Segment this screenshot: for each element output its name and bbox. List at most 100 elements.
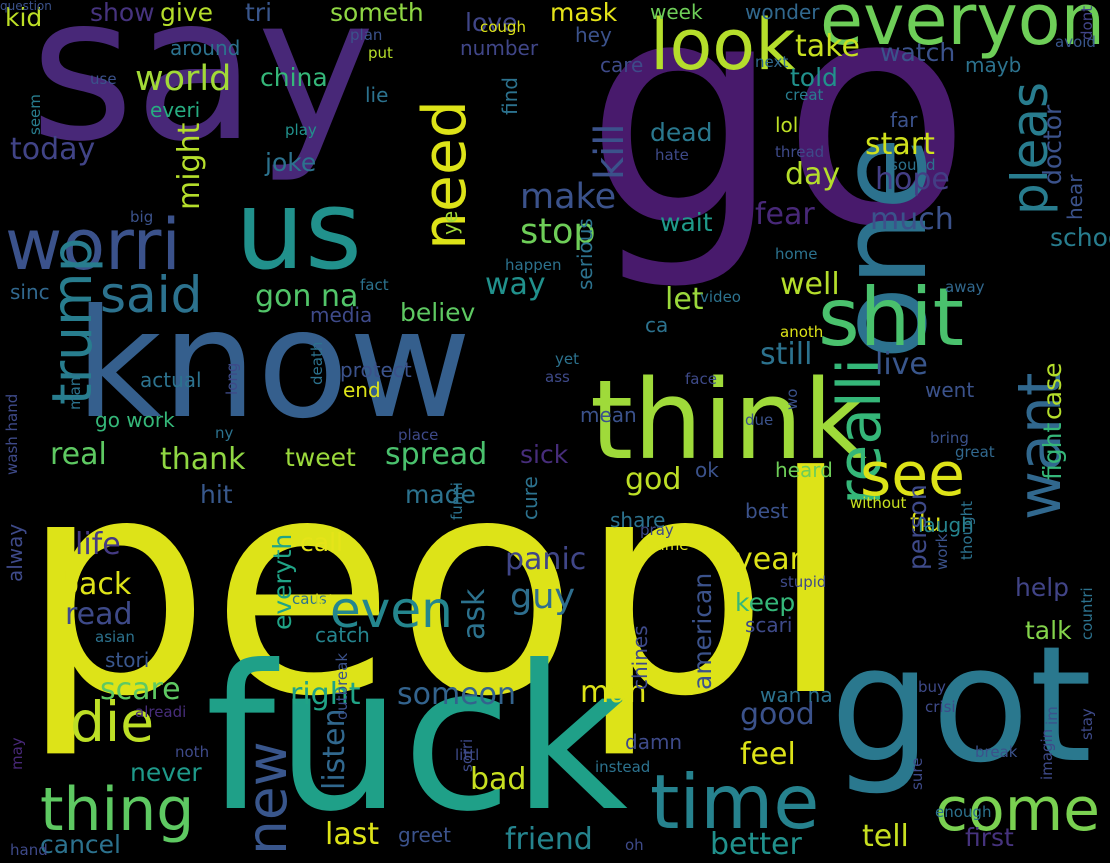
word-week: week: [650, 0, 703, 24]
word-joke: joke: [265, 148, 317, 177]
word-dead: dead: [650, 118, 713, 147]
word-make: make: [520, 177, 617, 217]
word-away: away: [945, 278, 985, 296]
word-hope: hope: [875, 162, 950, 197]
word-talk: talk: [1025, 616, 1072, 645]
word-thing: thing: [40, 775, 195, 845]
word-right: right: [290, 677, 361, 712]
word-long: long: [223, 362, 241, 395]
word-god: god: [625, 462, 682, 497]
word-avoid: avoid: [1055, 33, 1096, 51]
word-funni: funni: [448, 482, 466, 520]
word-peopl: peopl: [20, 413, 853, 762]
word-got: got: [830, 611, 1093, 798]
word-doctor: doctor: [1038, 104, 1067, 185]
word-fuck: fuck: [205, 623, 628, 856]
word-bad: bad: [470, 762, 527, 797]
word-went: went: [925, 378, 975, 402]
word-heard: heard: [775, 458, 833, 482]
word-much: much: [870, 202, 954, 237]
word-friend: friend: [505, 822, 593, 857]
word-imagin: imagin: [1038, 728, 1056, 780]
word-keep: keep: [735, 588, 796, 617]
word-mayb: mayb: [965, 53, 1022, 77]
word-work: work: [933, 533, 951, 570]
word-countri: countri: [1078, 587, 1096, 640]
word-great: great: [955, 443, 995, 461]
word-listen: listen: [317, 708, 352, 790]
word-live: live: [875, 347, 928, 382]
word-die: die: [70, 690, 155, 754]
word-said: said: [100, 266, 203, 324]
word-serious: serious: [573, 218, 597, 290]
word-love: love: [465, 8, 518, 37]
word-start: start: [865, 127, 935, 162]
word-ok: ok: [695, 458, 719, 482]
word-take: take: [795, 29, 860, 64]
word-hey: hey: [575, 23, 612, 47]
word-give: give: [160, 0, 213, 27]
word-tri: tri: [245, 0, 273, 27]
word-may: may: [8, 737, 26, 770]
word-actual: actual: [140, 368, 202, 392]
word-protect: protect: [340, 358, 412, 382]
word-greet: greet: [398, 823, 451, 847]
word-seem: seem: [26, 94, 44, 135]
word-real: real: [50, 437, 107, 472]
word-might: might: [172, 122, 207, 210]
word-school: school: [1050, 223, 1110, 252]
word-put: put: [368, 44, 393, 62]
word-year: year: [735, 542, 802, 577]
word-ask: ask: [457, 588, 492, 640]
word-good: good: [740, 697, 815, 732]
word-well: well: [780, 267, 840, 302]
word-scari: scari: [745, 613, 793, 637]
word-man: man: [580, 675, 647, 710]
word-back: back: [60, 567, 132, 602]
word-stupid: stupid: [780, 573, 827, 591]
word-kid: kid: [5, 3, 43, 32]
word-sound: sound: [890, 156, 936, 174]
word-ye: ye: [438, 210, 462, 235]
word-next: next: [755, 53, 789, 71]
word-alway: alway: [3, 523, 27, 582]
word-enough: enough: [935, 803, 992, 821]
word-alreadi: alreadi: [135, 703, 187, 721]
word-wo: wo: [783, 388, 801, 410]
word-wonder: wonder: [745, 0, 820, 24]
word-sorri: sorri: [458, 738, 476, 772]
word-mani: mani: [66, 372, 84, 410]
word-wan-na: wan na: [760, 683, 833, 707]
word-big: big: [130, 208, 154, 226]
word-death: death: [308, 341, 326, 385]
word-everyon: everyon: [820, 0, 1105, 61]
word-think: think: [590, 356, 867, 484]
word-hit: hit: [200, 480, 233, 509]
word-guy: guy: [510, 577, 576, 617]
word-case: case: [1038, 362, 1067, 420]
word-told: told: [790, 63, 838, 92]
word-home: home: [775, 245, 818, 263]
word-better: better: [710, 827, 802, 862]
word-asian: asian: [95, 628, 135, 646]
word-kill: kill: [587, 123, 633, 180]
word-hate: hate: [655, 146, 689, 164]
word-read: read: [65, 597, 133, 632]
word-lot: lot: [315, 591, 335, 609]
word-buy: buy: [918, 678, 946, 696]
word-creat: creat: [785, 86, 824, 104]
word-still: still: [760, 337, 813, 372]
word-far: far: [890, 108, 918, 132]
word-new: new: [235, 741, 299, 855]
word-thought: thought: [958, 501, 976, 560]
word-someth: someth: [330, 0, 424, 27]
word-face: face: [685, 370, 717, 388]
word-stop: stop: [520, 212, 596, 252]
word-thank: thank: [160, 442, 246, 477]
word-sure: sure: [908, 757, 926, 790]
word-watch: watch: [880, 38, 956, 67]
word-look: look: [650, 4, 796, 86]
word-without: without: [850, 494, 907, 512]
word-flu: flu: [910, 508, 942, 537]
word-know: know: [75, 278, 472, 452]
